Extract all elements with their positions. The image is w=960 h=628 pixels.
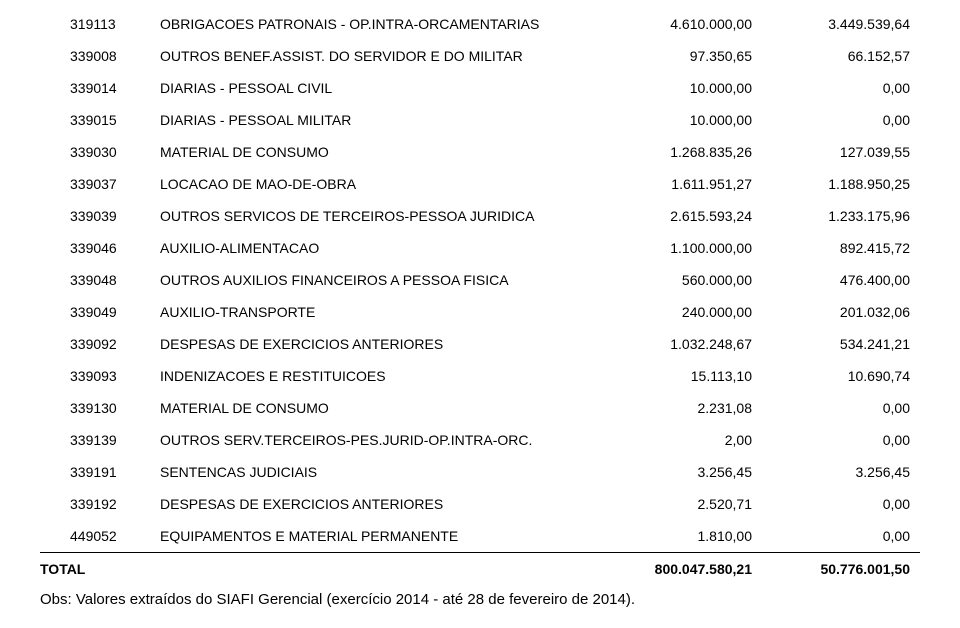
row-value-2: 127.039,55 <box>756 136 920 168</box>
row-value-1: 1.032.248,67 <box>588 328 756 360</box>
row-code: 339046 <box>40 232 154 264</box>
row-value-2: 10.690,74 <box>756 360 920 392</box>
row-code: 339191 <box>40 456 154 488</box>
row-value-2: 1.188.950,25 <box>756 168 920 200</box>
table-row: 449052EQUIPAMENTOS E MATERIAL PERMANENTE… <box>40 520 920 553</box>
row-code: 339049 <box>40 296 154 328</box>
row-code: 339048 <box>40 264 154 296</box>
row-description: DESPESAS DE EXERCICIOS ANTERIORES <box>154 328 588 360</box>
row-description: LOCACAO DE MAO-DE-OBRA <box>154 168 588 200</box>
row-code: 339039 <box>40 200 154 232</box>
row-value-2: 476.400,00 <box>756 264 920 296</box>
row-code: 449052 <box>40 520 154 553</box>
row-description: DIARIAS - PESSOAL CIVIL <box>154 72 588 104</box>
table-row: 339008OUTROS BENEF.ASSIST. DO SERVIDOR E… <box>40 40 920 72</box>
row-value-1: 3.256,45 <box>588 456 756 488</box>
table-row: 339048OUTROS AUXILIOS FINANCEIROS A PESS… <box>40 264 920 296</box>
row-code: 339030 <box>40 136 154 168</box>
row-value-1: 1.100.000,00 <box>588 232 756 264</box>
row-description: OUTROS SERV.TERCEIROS-PES.JURID-OP.INTRA… <box>154 424 588 456</box>
row-value-1: 2.615.593,24 <box>588 200 756 232</box>
table-row: 339092DESPESAS DE EXERCICIOS ANTERIORES1… <box>40 328 920 360</box>
row-value-2: 0,00 <box>756 424 920 456</box>
row-value-2: 66.152,57 <box>756 40 920 72</box>
row-value-1: 1.268.835,26 <box>588 136 756 168</box>
table-row: 339039OUTROS SERVICOS DE TERCEIROS-PESSO… <box>40 200 920 232</box>
row-code: 339093 <box>40 360 154 392</box>
row-value-1: 10.000,00 <box>588 104 756 136</box>
row-description: DESPESAS DE EXERCICIOS ANTERIORES <box>154 488 588 520</box>
table-row: 339049AUXILIO-TRANSPORTE240.000,00201.03… <box>40 296 920 328</box>
table-row: 339139OUTROS SERV.TERCEIROS-PES.JURID-OP… <box>40 424 920 456</box>
row-value-1: 15.113,10 <box>588 360 756 392</box>
row-code: 339130 <box>40 392 154 424</box>
row-description: INDENIZACOES E RESTITUICOES <box>154 360 588 392</box>
row-value-2: 0,00 <box>756 72 920 104</box>
row-description: OUTROS AUXILIOS FINANCEIROS A PESSOA FIS… <box>154 264 588 296</box>
row-value-2: 892.415,72 <box>756 232 920 264</box>
row-value-1: 2.231,08 <box>588 392 756 424</box>
row-value-1: 1.810,00 <box>588 520 756 553</box>
row-value-2: 0,00 <box>756 104 920 136</box>
total-label: TOTAL <box>40 553 588 586</box>
row-description: MATERIAL DE CONSUMO <box>154 392 588 424</box>
row-code: 339037 <box>40 168 154 200</box>
row-description: AUXILIO-ALIMENTACAO <box>154 232 588 264</box>
row-description: EQUIPAMENTOS E MATERIAL PERMANENTE <box>154 520 588 553</box>
row-code: 319113 <box>40 8 154 40</box>
table-row: 339046AUXILIO-ALIMENTACAO1.100.000,00892… <box>40 232 920 264</box>
row-value-2: 0,00 <box>756 488 920 520</box>
budget-table: 319113OBRIGACOES PATRONAIS - OP.INTRA-OR… <box>40 8 920 585</box>
row-code: 339008 <box>40 40 154 72</box>
page: 319113OBRIGACOES PATRONAIS - OP.INTRA-OR… <box>0 0 960 628</box>
row-value-1: 97.350,65 <box>588 40 756 72</box>
row-value-2: 3.256,45 <box>756 456 920 488</box>
row-code: 339139 <box>40 424 154 456</box>
row-value-1: 560.000,00 <box>588 264 756 296</box>
table-row: 319113OBRIGACOES PATRONAIS - OP.INTRA-OR… <box>40 8 920 40</box>
row-value-1: 1.611.951,27 <box>588 168 756 200</box>
row-value-2: 3.449.539,64 <box>756 8 920 40</box>
row-code: 339015 <box>40 104 154 136</box>
row-value-2: 534.241,21 <box>756 328 920 360</box>
row-description: OUTROS BENEF.ASSIST. DO SERVIDOR E DO MI… <box>154 40 588 72</box>
table-row: 339030MATERIAL DE CONSUMO1.268.835,26127… <box>40 136 920 168</box>
row-description: MATERIAL DE CONSUMO <box>154 136 588 168</box>
total-row: TOTAL800.047.580,2150.776.001,50 <box>40 553 920 586</box>
total-value-2: 50.776.001,50 <box>756 553 920 586</box>
table-row: 339191SENTENCAS JUDICIAIS3.256,453.256,4… <box>40 456 920 488</box>
table-row: 339093INDENIZACOES E RESTITUICOES15.113,… <box>40 360 920 392</box>
row-code: 339192 <box>40 488 154 520</box>
row-value-1: 240.000,00 <box>588 296 756 328</box>
row-value-1: 2,00 <box>588 424 756 456</box>
row-description: DIARIAS - PESSOAL MILITAR <box>154 104 588 136</box>
row-description: SENTENCAS JUDICIAIS <box>154 456 588 488</box>
row-description: OBRIGACOES PATRONAIS - OP.INTRA-ORCAMENT… <box>154 8 588 40</box>
row-value-2: 0,00 <box>756 520 920 553</box>
row-value-1: 4.610.000,00 <box>588 8 756 40</box>
table-row: 339014DIARIAS - PESSOAL CIVIL10.000,000,… <box>40 72 920 104</box>
row-value-2: 1.233.175,96 <box>756 200 920 232</box>
table-row: 339037LOCACAO DE MAO-DE-OBRA1.611.951,27… <box>40 168 920 200</box>
row-value-2: 0,00 <box>756 392 920 424</box>
table-row: 339015DIARIAS - PESSOAL MILITAR10.000,00… <box>40 104 920 136</box>
row-code: 339092 <box>40 328 154 360</box>
table-row: 339192DESPESAS DE EXERCICIOS ANTERIORES2… <box>40 488 920 520</box>
row-description: OUTROS SERVICOS DE TERCEIROS-PESSOA JURI… <box>154 200 588 232</box>
total-value-1: 800.047.580,21 <box>588 553 756 586</box>
table-row: 339130MATERIAL DE CONSUMO2.231,080,00 <box>40 392 920 424</box>
footnote: Obs: Valores extraídos do SIAFI Gerencia… <box>40 585 920 608</box>
row-value-1: 2.520,71 <box>588 488 756 520</box>
row-description: AUXILIO-TRANSPORTE <box>154 296 588 328</box>
row-code: 339014 <box>40 72 154 104</box>
row-value-1: 10.000,00 <box>588 72 756 104</box>
row-value-2: 201.032,06 <box>756 296 920 328</box>
